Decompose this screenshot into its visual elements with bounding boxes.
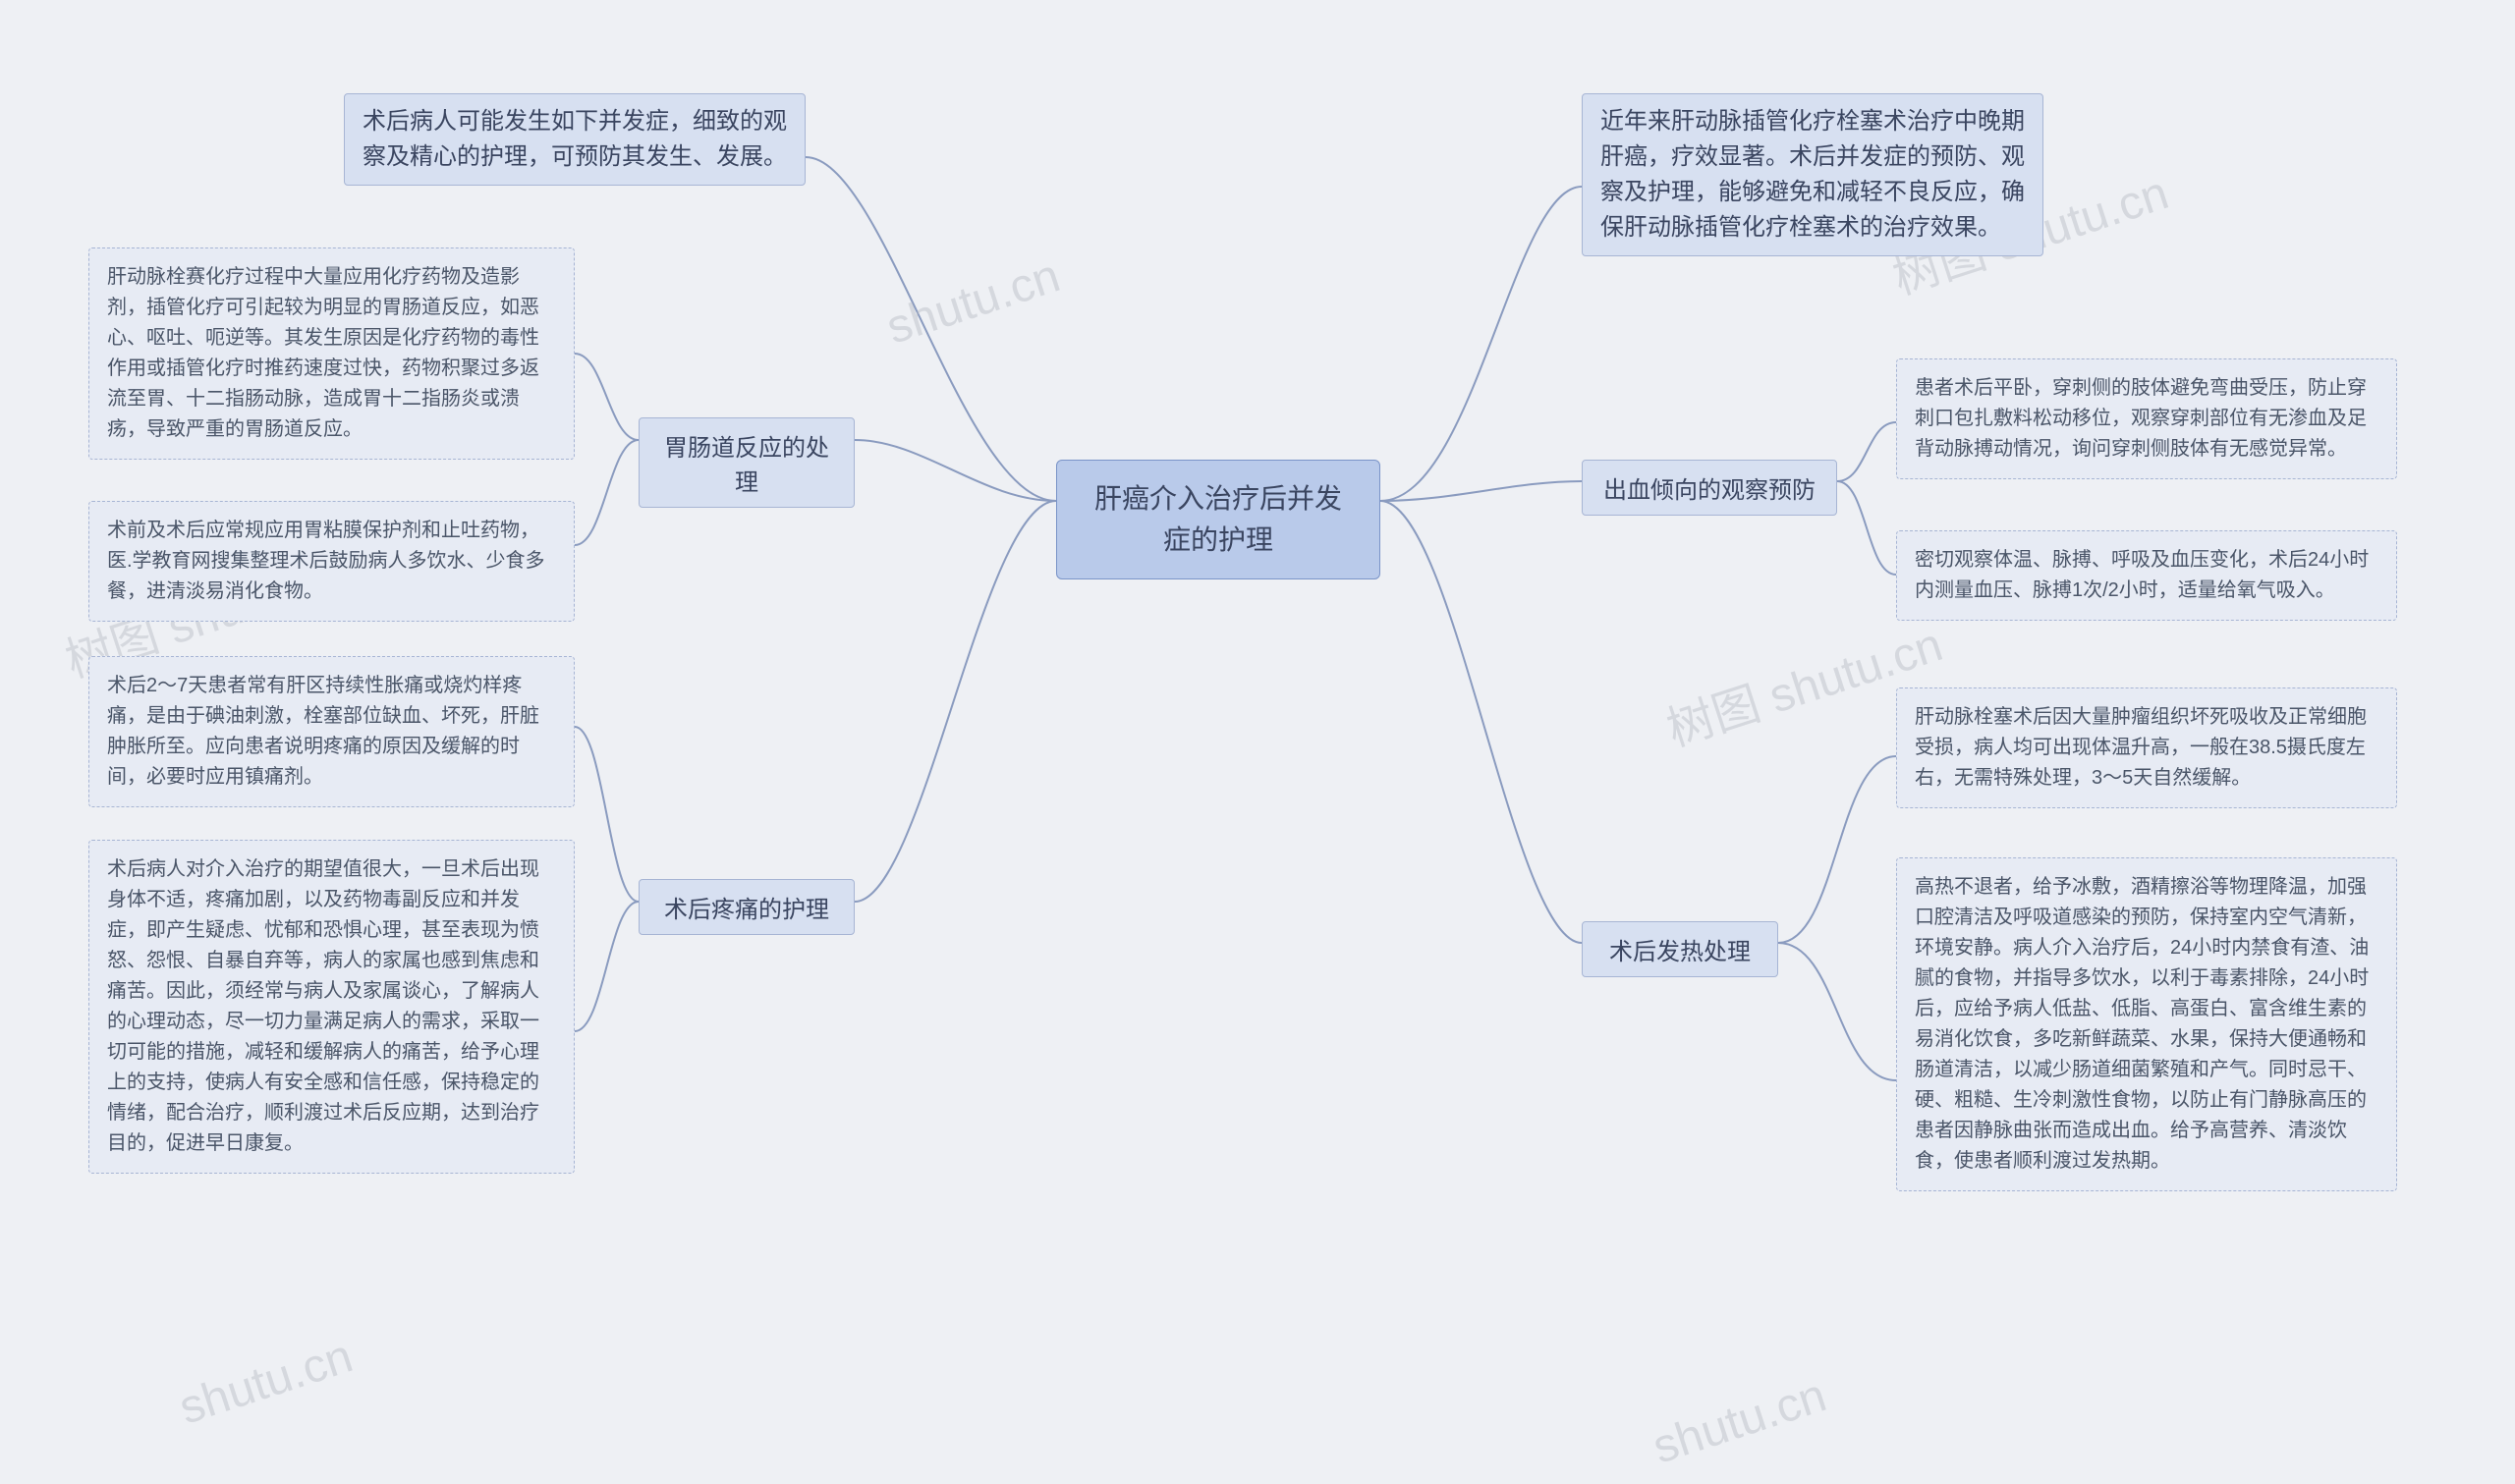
leaf-fever-high: 高热不退者，给予冰敷，酒精擦浴等物理降温，加强口腔清洁及呼吸道感染的预防，保持室… xyxy=(1896,857,2397,1191)
leaf-text: 术后病人对介入治疗的期望值很大，一旦术后出现身体不适，疼痛加剧，以及药物毒副反应… xyxy=(107,858,539,1154)
leaf-text: 术后2～7天患者常有肝区持续性胀痛或烧灼样疼痛，是由于碘油刺激，栓塞部位缺血、坏… xyxy=(107,675,539,788)
branch-gi-reaction-label: 胃肠道反应的处理 xyxy=(664,435,829,496)
leaf-fever-mild: 肝动脉栓塞术后因大量肿瘤组织坏死吸收及正常细胞受损，病人均可出现体温升高，一般在… xyxy=(1896,687,2397,808)
branch-postop-pain: 术后疼痛的护理 xyxy=(639,879,855,935)
branch-postop-pain-label: 术后疼痛的护理 xyxy=(664,897,829,923)
branch-fever-label: 术后发热处理 xyxy=(1609,939,1751,965)
watermark: shutu.cn xyxy=(1647,1368,1833,1474)
central-topic: 肝癌介入治疗后并发症的护理 xyxy=(1056,460,1380,579)
leaf-text: 术前及术后应常规应用胃粘膜保护剂和止吐药物，医.学教育网搜集整理术后鼓励病人多饮… xyxy=(107,520,545,602)
branch-gi-reaction: 胃肠道反应的处理 xyxy=(639,417,855,508)
leaf-gi-reaction-care: 术前及术后应常规应用胃粘膜保护剂和止吐药物，医.学教育网搜集整理术后鼓励病人多饮… xyxy=(88,501,575,622)
leaf-text: 患者术后平卧，穿刺侧的肢体避免弯曲受压，防止穿刺口包扎敷料松动移位，观察穿刺部位… xyxy=(1915,377,2367,460)
branch-fever: 术后发热处理 xyxy=(1582,921,1778,977)
leaf-text: 高热不退者，给予冰敷，酒精擦浴等物理降温，加强口腔清洁及呼吸道感染的预防，保持室… xyxy=(1915,876,2369,1172)
left-intro-text: 术后病人可能发生如下并发症，细致的观察及精心的护理，可预防其发生、发展。 xyxy=(363,108,787,170)
branch-bleeding-label: 出血倾向的观察预防 xyxy=(1603,477,1816,504)
leaf-text: 肝动脉栓赛化疗过程中大量应用化疗药物及造影剂，插管化疗可引起较为明显的胃肠道反应… xyxy=(107,266,539,440)
left-intro-note: 术后病人可能发生如下并发症，细致的观察及精心的护理，可预防其发生、发展。 xyxy=(344,93,806,186)
leaf-gi-reaction-cause: 肝动脉栓赛化疗过程中大量应用化疗药物及造影剂，插管化疗可引起较为明显的胃肠道反应… xyxy=(88,247,575,460)
leaf-pain-psych: 术后病人对介入治疗的期望值很大，一旦术后出现身体不适，疼痛加剧，以及药物毒副反应… xyxy=(88,840,575,1174)
branch-bleeding: 出血倾向的观察预防 xyxy=(1582,460,1837,516)
watermark: shutu.cn xyxy=(173,1329,360,1435)
right-intro-text: 近年来肝动脉插管化疗栓塞术治疗中晚期肝癌，疗效显著。术后并发症的预防、观察及护理… xyxy=(1600,108,2025,241)
right-intro-note: 近年来肝动脉插管化疗栓塞术治疗中晚期肝癌，疗效显著。术后并发症的预防、观察及护理… xyxy=(1582,93,2043,256)
central-topic-text: 肝癌介入治疗后并发症的护理 xyxy=(1094,483,1342,555)
leaf-text: 肝动脉栓塞术后因大量肿瘤组织坏死吸收及正常细胞受损，病人均可出现体温升高，一般在… xyxy=(1915,706,2367,789)
leaf-bleeding-monitor: 密切观察体温、脉搏、呼吸及血压变化，术后24小时内测量血压、脉搏1次/2小时，适… xyxy=(1896,530,2397,621)
watermark: shutu.cn xyxy=(880,248,1067,355)
leaf-pain-cause: 术后2～7天患者常有肝区持续性胀痛或烧灼样疼痛，是由于碘油刺激，栓塞部位缺血、坏… xyxy=(88,656,575,807)
leaf-text: 密切观察体温、脉搏、呼吸及血压变化，术后24小时内测量血压、脉搏1次/2小时，适… xyxy=(1915,549,2369,601)
leaf-bleeding-position: 患者术后平卧，穿刺侧的肢体避免弯曲受压，防止穿刺口包扎敷料松动移位，观察穿刺部位… xyxy=(1896,358,2397,479)
